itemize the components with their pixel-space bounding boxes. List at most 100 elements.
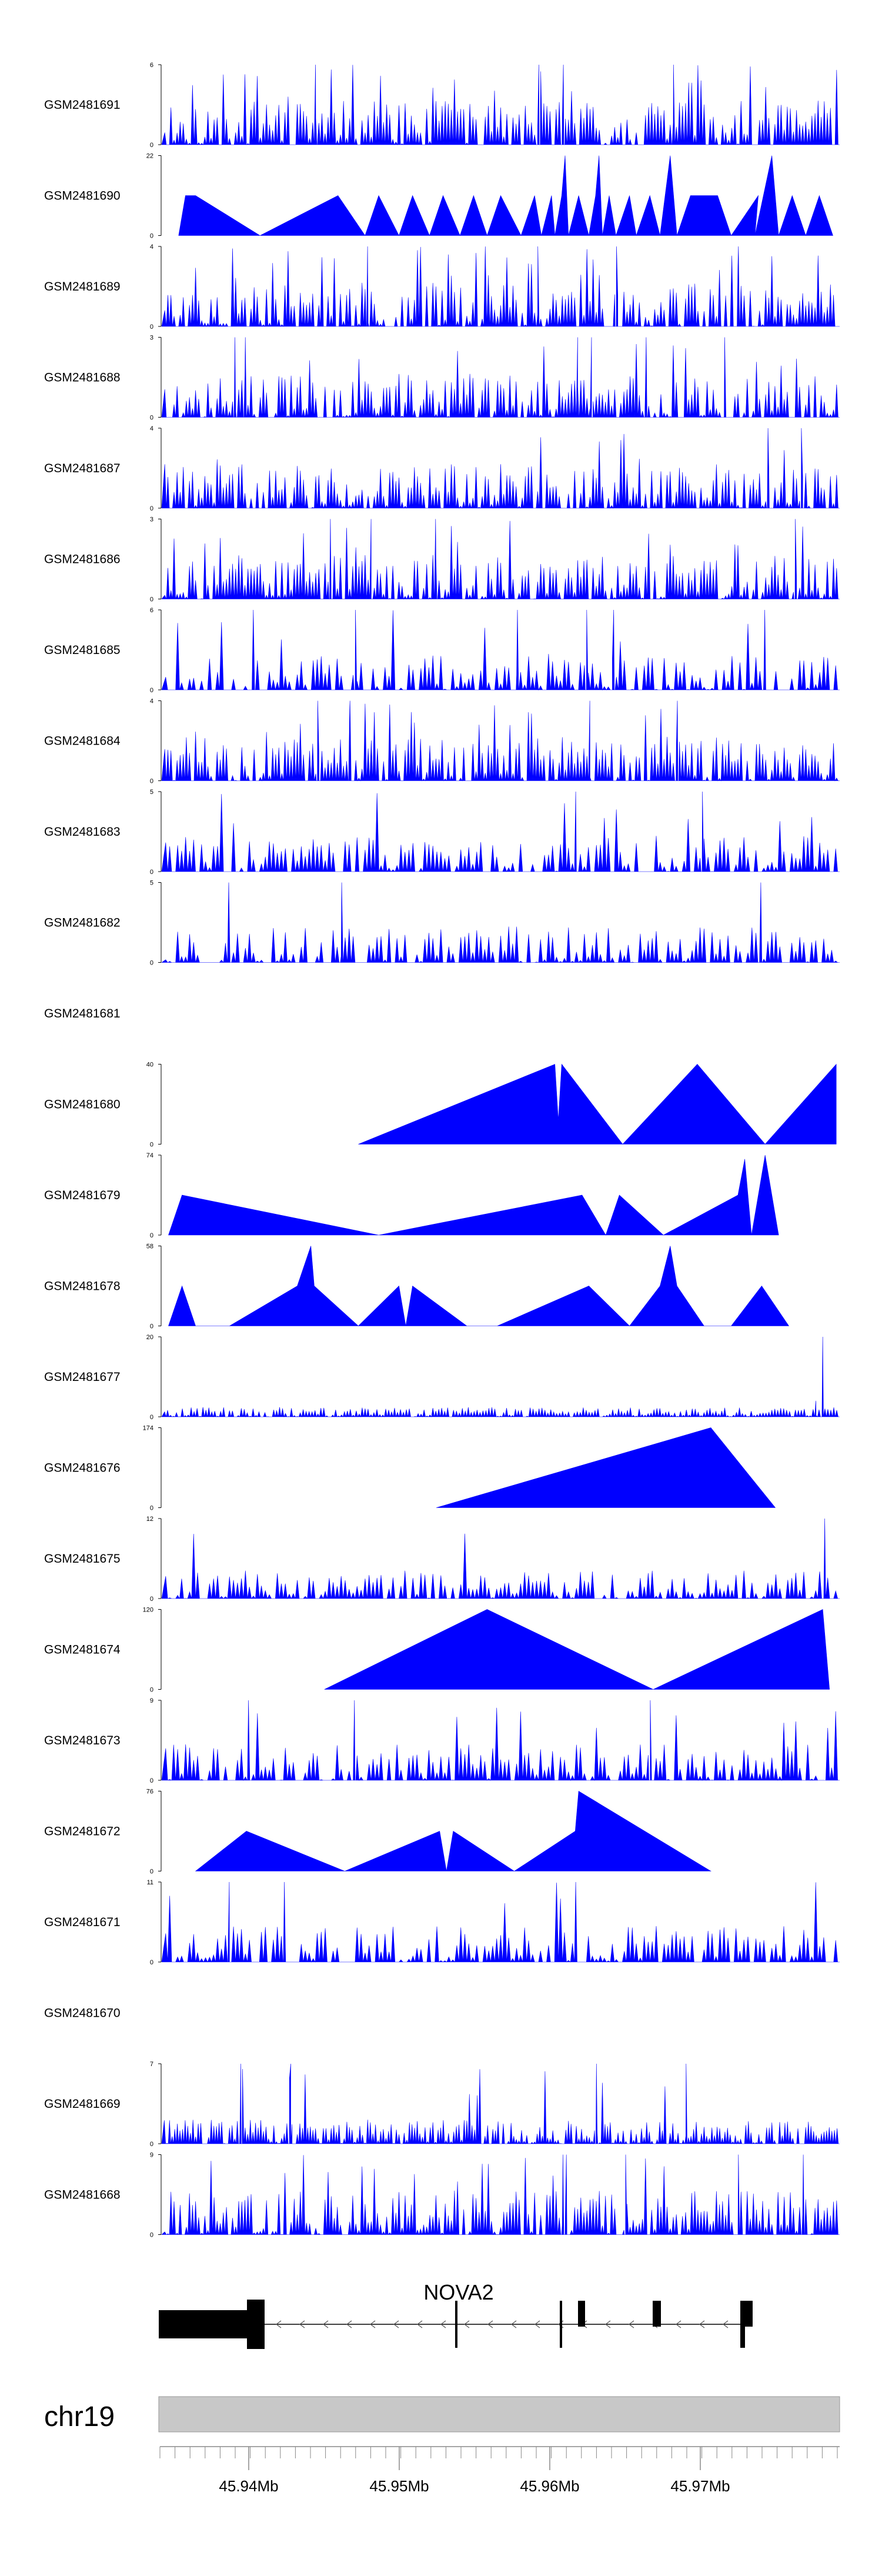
exon [455,2301,457,2348]
track-label: GSM2481672 [44,1825,121,1838]
y-min-label: 0 [150,1414,153,1421]
exon [744,2301,753,2327]
track-GSM2481687: GSM2481687 4 0 [44,425,840,512]
gene-name-label: NOVA2 [423,2280,493,2304]
track-label: GSM2481680 [44,1098,121,1112]
y-max-label: 4 [150,698,153,705]
exon [560,2301,562,2348]
track-GSM2481672: GSM2481672 76 0 [44,1788,711,1876]
y-min-label: 0 [150,1868,153,1876]
exon-utr [159,2310,247,2338]
track-label: GSM2481676 [44,1461,121,1475]
coverage-area [195,1790,711,1871]
track-label: GSM2481690 [44,189,121,203]
coverage-area [161,519,840,600]
y-min-label: 0 [150,778,153,785]
strand-arrow [276,2320,282,2328]
coverage-area [161,609,840,691]
track-label: GSM2481679 [44,1189,121,1202]
y-max-label: 3 [150,516,153,523]
track-label: GSM2481678 [44,1280,121,1293]
coverage-area [178,155,833,236]
y-max-label: 6 [150,607,153,614]
track-label: GSM2481673 [44,1734,121,1747]
track-label: GSM2481669 [44,2097,121,2111]
track-GSM2481669: GSM2481669 7 0 [44,2061,840,2148]
track-GSM2481678: GSM2481678 58 0 [44,1243,790,1330]
track-label: GSM2481688 [44,371,121,385]
track-label: GSM2481683 [44,825,121,839]
track-label: GSM2481685 [44,643,121,657]
y-max-label: 74 [146,1152,153,1159]
track-GSM2481674: GSM2481674 120 0 [44,1607,830,1694]
strand-arrow [629,2320,634,2328]
strand-arrow [699,2320,705,2328]
coverage-area [324,1609,830,1690]
chromosome-band [158,2396,840,2432]
chromosome-ideogram: chr19 [44,2396,840,2432]
track-GSM2481679: GSM2481679 74 0 [44,1152,779,1239]
track-label: GSM2481674 [44,1643,121,1657]
strand-arrow [417,2320,423,2328]
coverage-area [358,1063,837,1144]
y-max-label: 11 [147,1879,153,1886]
coverage-area [161,2154,840,2235]
track-GSM2481689: GSM2481689 4 0 [44,243,840,331]
y-min-label: 0 [150,142,153,149]
coverage-area [161,1336,840,1418]
coverage-area [161,246,840,328]
strand-arrow [534,2320,540,2328]
y-max-label: 22 [146,153,153,160]
y-max-label: 6 [150,62,153,69]
coverage-area [168,1154,779,1236]
coverage-area [161,337,840,418]
y-max-label: 4 [150,425,153,432]
coverage-area [161,882,840,963]
track-label: GSM2481670 [44,2007,121,2020]
exon [247,2300,265,2349]
y-max-label: 4 [150,243,153,251]
coverage-area [161,1518,840,1600]
y-min-label: 0 [150,1959,153,1966]
y-max-label: 7 [150,2061,153,2068]
track-label: GSM2481686 [44,553,121,566]
track-GSM2481668: GSM2481668 9 0 [44,2152,840,2239]
y-min-label: 0 [150,1777,153,1784]
track-label: GSM2481671 [44,1916,121,1929]
track-label: GSM2481677 [44,1370,121,1384]
track-GSM2481684: GSM2481684 4 0 [44,698,840,785]
chromosome-label: chr19 [44,2401,115,2432]
track-GSM2481682: GSM2481682 5 0 [44,880,840,967]
track-GSM2481681: GSM2481681 [44,1007,121,1020]
strand-arrow [676,2320,681,2328]
y-min-label: 0 [150,960,153,967]
track-GSM2481673: GSM2481673 9 0 [44,1697,840,1784]
y-max-label: 9 [150,1697,153,1704]
strand-arrow [393,2320,399,2328]
coverage-area [161,2063,840,2145]
gene-model: NOVA2 [159,2280,753,2349]
y-max-label: 58 [146,1243,153,1250]
y-max-label: 9 [150,2152,153,2159]
track-GSM2481676: GSM2481676 174 0 [44,1425,776,1512]
genome-axis: 45.94Mb 45.95Mb 45.96Mb 45.97Mb [159,2446,840,2495]
coverage-area [161,64,840,146]
track-GSM2481671: GSM2481671 11 0 [44,1879,840,1966]
y-min-label: 0 [150,505,153,512]
strand-arrow [605,2320,611,2328]
track-label: GSM2481681 [44,1007,121,1020]
y-min-label: 0 [150,687,153,694]
strand-arrow [511,2320,517,2328]
exon [740,2301,745,2348]
strand-arrow [370,2320,376,2328]
strand-arrow [440,2320,446,2328]
track-GSM2481680: GSM2481680 40 0 [44,1062,837,1149]
y-min-label: 0 [150,2141,153,2148]
y-max-label: 20 [146,1334,153,1341]
coverage-area [161,791,840,873]
track-label: GSM2481689 [44,280,121,293]
y-max-label: 3 [150,335,153,342]
y-min-label: 0 [150,869,153,876]
exon [578,2301,585,2327]
